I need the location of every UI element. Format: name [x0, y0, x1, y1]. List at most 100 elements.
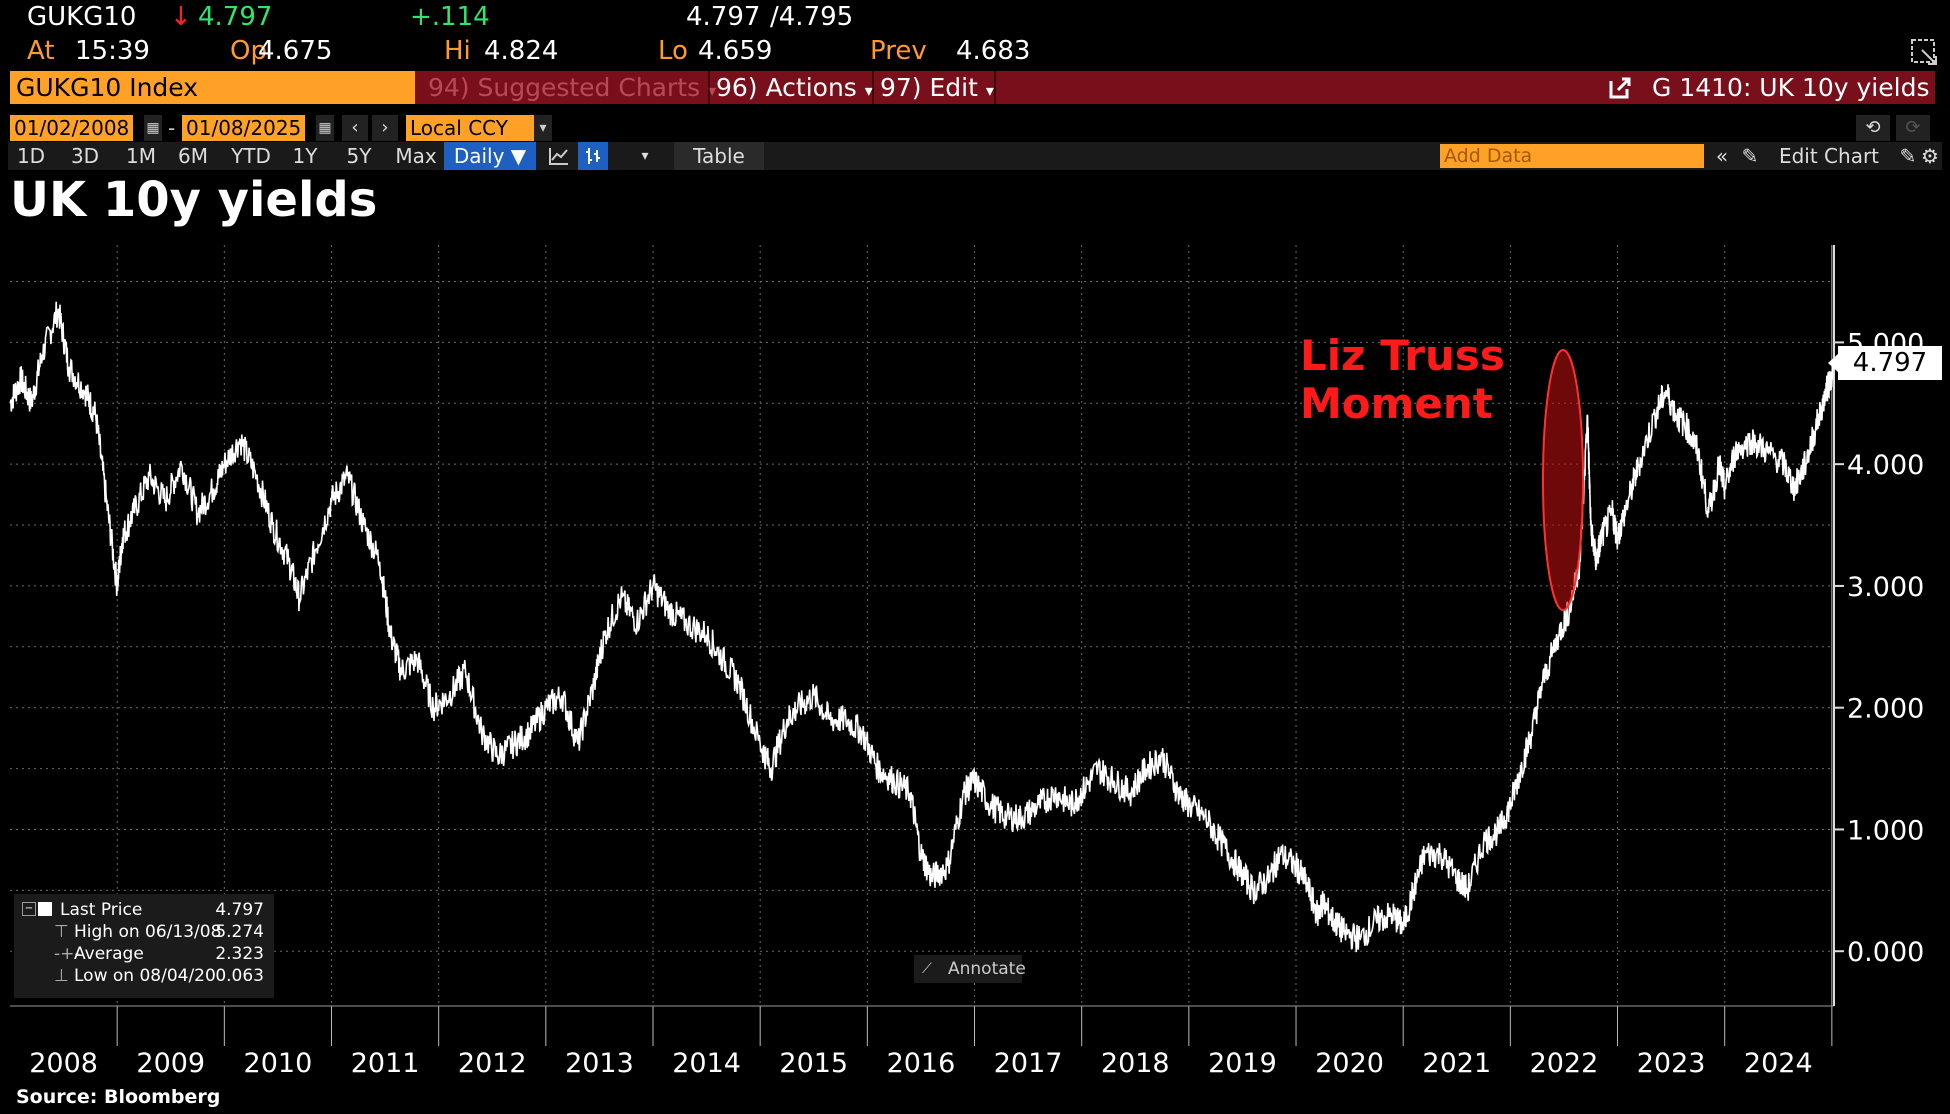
x-tick-label: 2011 [351, 1048, 420, 1079]
period-ytd[interactable]: YTD [231, 144, 271, 168]
liz-truss-ellipse [1542, 349, 1584, 611]
chevron-down-icon[interactable]: ▾ [534, 115, 552, 141]
period-5y[interactable]: 5Y [346, 144, 372, 168]
date-dash: - [168, 116, 176, 140]
open-value: 4.675 [258, 36, 333, 66]
launch-icon[interactable] [1608, 71, 1633, 104]
menu-divider [872, 71, 874, 104]
at-label: At [27, 36, 55, 66]
y-tick-label: 1.000 [1847, 815, 1924, 846]
x-tick-label: 2010 [244, 1048, 313, 1079]
average-marker-icon: -+- [54, 944, 81, 964]
down-arrow-icon: ↓ [170, 2, 192, 32]
chevron-left-icon[interactable]: ‹ [342, 115, 368, 141]
period-3d[interactable]: 3D [70, 144, 100, 168]
y-tick-label: 3.000 [1847, 572, 1924, 603]
low-label: Lo [658, 36, 688, 66]
last-price-tag-pointer [1828, 354, 1838, 372]
y-tick-label: 0.000 [1847, 937, 1924, 968]
actions-menu[interactable]: 96) Actions ▾ [716, 73, 873, 102]
collapse-icon[interactable]: « [1715, 144, 1729, 168]
x-tick-label: 2015 [779, 1048, 848, 1079]
x-tick-label: 2020 [1315, 1048, 1384, 1079]
x-tick-label: 2018 [1101, 1048, 1170, 1079]
last-price-tag: 4.797 [1838, 346, 1942, 380]
prev-label: Prev [870, 36, 927, 66]
liz-truss-annotation: Liz Truss Moment [1300, 331, 1505, 428]
prev-value: 4.683 [956, 36, 1031, 66]
add-data-input[interactable]: Add Data [1440, 144, 1704, 168]
x-tick-label: 2014 [672, 1048, 741, 1079]
calendar-icon[interactable]: ▦ [144, 115, 162, 141]
legend-high: ⊤ High on 06/13/08 5.274 [54, 922, 264, 942]
security-field[interactable]: GUKG10 Index [10, 71, 415, 104]
bid-price: 4.797 [686, 2, 761, 32]
calendar-icon[interactable]: ▦ [316, 115, 334, 141]
x-tick-label: 2021 [1422, 1048, 1491, 1079]
gear-icon[interactable]: ⚙ [1921, 144, 1939, 168]
x-tick-label: 2009 [136, 1048, 205, 1079]
high-label: Hi [444, 36, 471, 66]
series-line [9, 301, 1835, 953]
collapse-icon: − [22, 902, 36, 916]
period-max[interactable]: Max [395, 144, 437, 168]
x-tick-label: 2019 [1208, 1048, 1277, 1079]
end-date-field[interactable]: 01/08/2025 [182, 115, 306, 141]
y-tick-label: 4.000 [1847, 450, 1924, 481]
chart-toolbar: 1D 3D 1M 6M YTD 1Y 5Y Max Daily ▼ ▾ Tabl… [8, 142, 1942, 170]
period-1y[interactable]: 1Y [292, 144, 318, 168]
x-tick-label: 2017 [994, 1048, 1063, 1079]
line-chart-icon[interactable] [544, 142, 574, 170]
ticker-symbol: GUKG10 [27, 2, 137, 32]
redo-icon[interactable]: ⟳ [1896, 115, 1930, 141]
table-button[interactable]: Table [674, 142, 764, 170]
period-1m[interactable]: 1M [126, 144, 156, 168]
pencil-icon: ⟋ [922, 961, 932, 977]
high-value: 4.824 [484, 36, 559, 66]
edit-menu[interactable]: 97) Edit ▾ [880, 73, 994, 102]
frequency-select[interactable]: Daily ▼ [444, 142, 536, 170]
y-tick-label: 2.000 [1847, 694, 1924, 725]
x-tick-label: 2013 [565, 1048, 634, 1079]
chart-legend: − Last Price 4.797 ⊤ High on 06/13/08 5.… [14, 894, 274, 998]
undo-icon[interactable]: ⟲ [1856, 115, 1890, 141]
x-tick-label: 2008 [29, 1048, 98, 1079]
annotate-button[interactable]: ⟋ Annotate [914, 955, 1026, 983]
pencil-icon[interactable]: ✎ [1741, 144, 1759, 168]
x-tick-label: 2016 [887, 1048, 956, 1079]
x-tick-label: 2012 [458, 1048, 527, 1079]
expand-icon[interactable] [1910, 38, 1938, 66]
legend-swatch [38, 902, 52, 916]
low-value: 4.659 [698, 36, 773, 66]
chart-grid [10, 245, 1834, 1006]
period-6m[interactable]: 6M [178, 144, 208, 168]
chart-title-link[interactable]: G 1410: UK 10y yields [1652, 73, 1930, 102]
edit-chart-button[interactable]: Edit Chart [1778, 144, 1880, 168]
low-marker-icon: ⊥ [54, 966, 69, 986]
bar-chart-icon[interactable] [578, 142, 608, 170]
ask-price: /4.795 [770, 2, 854, 32]
legend-average: -+- Average 2.323 [54, 944, 264, 964]
edit-layout-icon[interactable]: ✎ [1899, 144, 1917, 168]
period-1d[interactable]: 1D [16, 144, 46, 168]
start-date-field[interactable]: 01/02/2008 [10, 115, 134, 141]
x-tick-label: 2022 [1530, 1048, 1599, 1079]
chart-title: UK 10y yields [10, 172, 378, 228]
legend-low: ⊥ Low on 08/04/20 0.063 [54, 966, 264, 986]
suggested-charts-menu[interactable]: 94) Suggested Charts ▾ [428, 73, 717, 102]
x-axis: 2008 2009 2010 2011 2012 2013 2014 2015 2016 2017… [10, 245, 1834, 1079]
open-label: Op [230, 36, 267, 66]
menu-divider [708, 71, 710, 104]
menu-bar: GUKG10 Index 94) Suggested Charts ▾ 96) … [10, 71, 1935, 104]
legend-last-price[interactable]: − Last Price 4.797 [22, 900, 272, 922]
at-value: 15:39 [75, 36, 150, 66]
currency-select[interactable]: Local CCY [406, 115, 534, 141]
chevron-right-icon[interactable]: › [372, 115, 398, 141]
source-note: Source: Bloomberg [16, 1086, 221, 1108]
x-tick-label: 2023 [1637, 1048, 1706, 1079]
menu-divider [994, 71, 996, 104]
chevron-down-icon[interactable]: ▾ [641, 148, 649, 164]
high-marker-icon: ⊤ [54, 922, 69, 942]
last-price: 4.797 [198, 2, 273, 32]
